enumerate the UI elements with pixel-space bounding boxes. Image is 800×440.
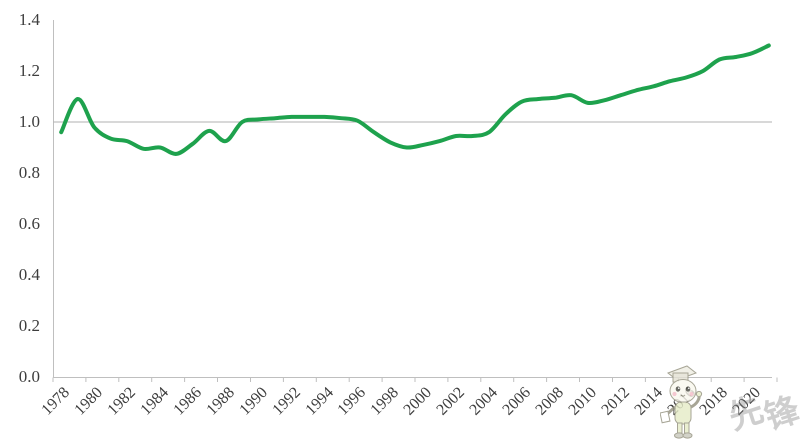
y-axis-tick-label: 1.0: [18, 112, 40, 131]
y-axis-tick-label: 0.0: [18, 367, 40, 386]
y-axis-tick-label: 0.8: [18, 163, 40, 182]
y-axis-tick-label: 0.2: [18, 316, 40, 335]
y-axis-tick-label: 1.4: [18, 10, 40, 29]
y-axis-tick-label: 0.6: [18, 214, 40, 233]
series-line: [59, 43, 771, 156]
y-axis-tick-label: 0.4: [18, 265, 40, 284]
x-axis-ticks: [52, 377, 778, 382]
axes: [53, 20, 772, 378]
y-axis-tick-label: 1.2: [18, 61, 40, 80]
